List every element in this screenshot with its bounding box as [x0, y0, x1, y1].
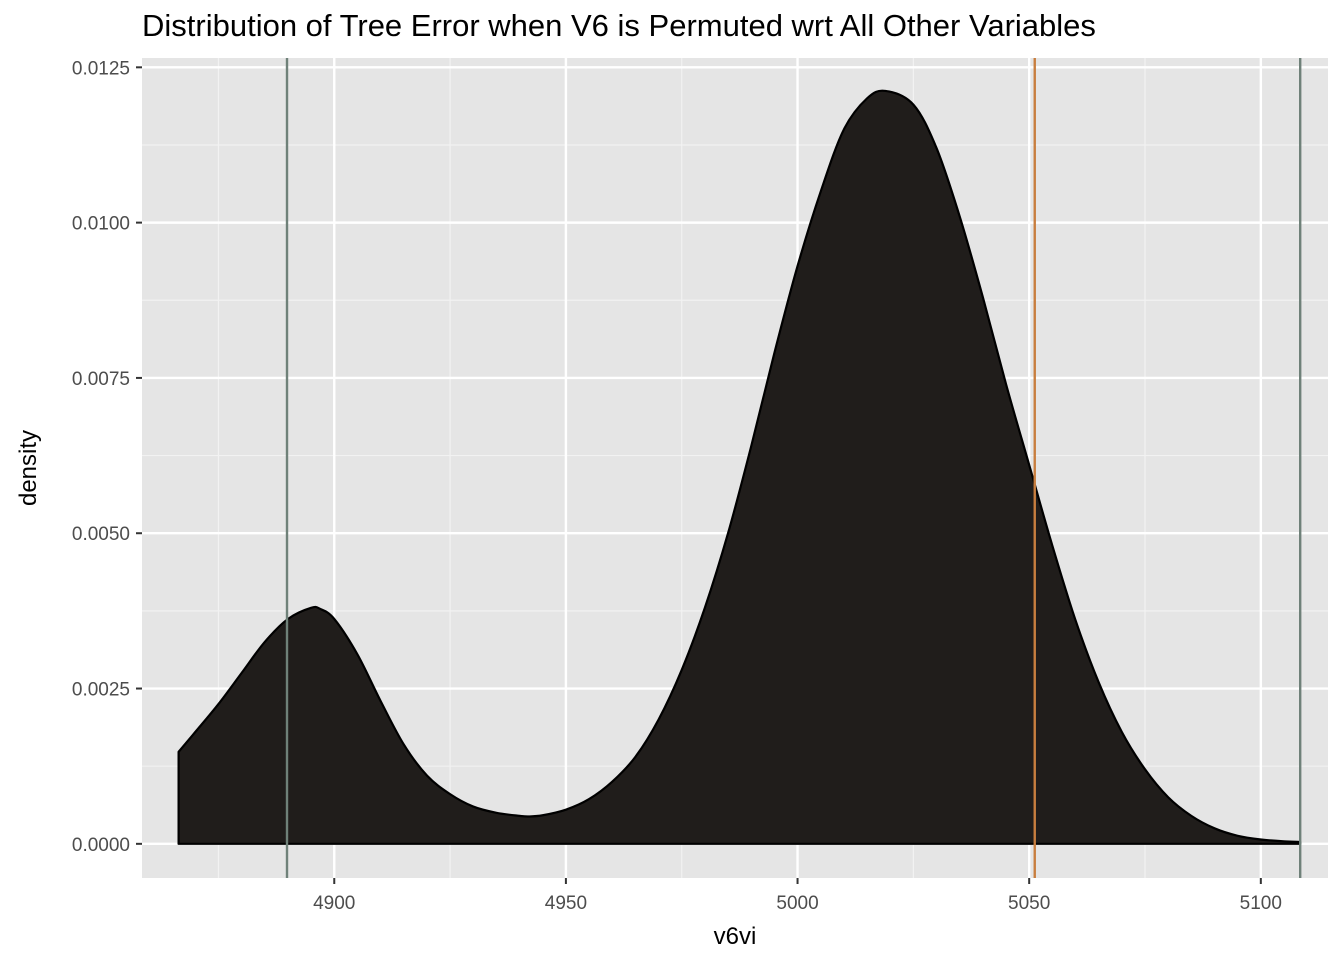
chart-title: Distribution of Tree Error when V6 is Pe…	[142, 8, 1096, 43]
y-tick-label: 0.0125	[72, 58, 130, 79]
y-tick-label: 0.0075	[72, 369, 130, 390]
x-tick-label: 5050	[1008, 893, 1050, 914]
x-tick-label: 5000	[776, 893, 818, 914]
y-axis-title: density	[15, 430, 42, 506]
y-tick-label: 0.0100	[72, 214, 130, 235]
x-tick-label: 4950	[545, 893, 587, 914]
axes: 4900 4950 5000 5050 5100 0.0000 0.0025 0.0050 0.…	[72, 58, 1282, 914]
x-tick-label: 4900	[313, 893, 355, 914]
y-tick-label: 0.0050	[72, 524, 130, 545]
x-tick-label: 5100	[1240, 893, 1282, 914]
density-area-group	[177, 89, 1302, 845]
reference-lines	[285, 58, 1302, 878]
x-axis-title: v6vi	[714, 923, 757, 950]
density-area	[177, 89, 1302, 845]
y-tick-label: 0.0000	[72, 835, 130, 856]
y-tick-label: 0.0025	[72, 680, 130, 701]
